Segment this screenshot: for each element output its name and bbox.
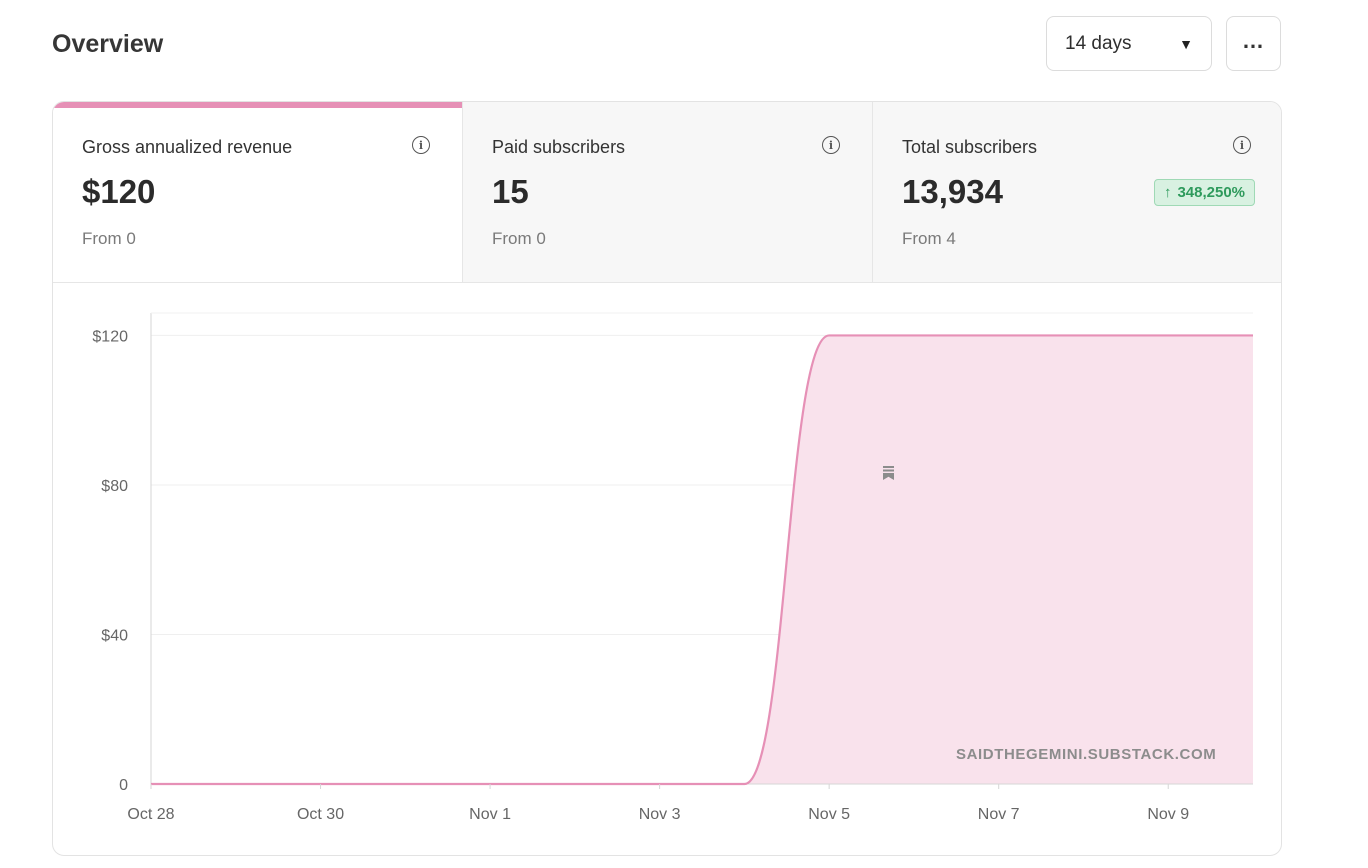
substack-logo-icon xyxy=(883,465,894,480)
metric-paid-subscribers[interactable]: Paid subscribers i 15 From 0 xyxy=(463,102,873,282)
y-tick-label: 0 xyxy=(119,777,128,794)
x-tick-label: Nov 3 xyxy=(639,806,681,823)
metric-label: Total subscribers xyxy=(902,137,1038,157)
revenue-area xyxy=(151,335,1253,784)
date-range-value: 14 days xyxy=(1065,32,1132,54)
overview-card: Gross annualized revenue i $120 From 0 P… xyxy=(52,101,1282,856)
metric-label: Paid subscribers xyxy=(492,137,626,157)
info-icon[interactable]: i xyxy=(412,136,430,154)
metric-value: 15 xyxy=(492,173,529,210)
metric-previous: From 0 xyxy=(82,229,136,248)
page-title: Overview xyxy=(52,30,164,58)
revenue-chart: 0 $40 $80 $120 Oct 28 Oct 30 Nov 1 Nov 3 Nov 5 No… xyxy=(92,312,1253,823)
y-tick-label: $120 xyxy=(92,328,128,345)
more-options-button[interactable]: … xyxy=(1226,16,1281,71)
x-tick-label: Nov 7 xyxy=(978,806,1020,823)
watermark-text: SAIDTHEGEMINI.SUBSTACK.COM xyxy=(956,746,1217,763)
date-range-select[interactable]: 14 days ▼ xyxy=(1046,16,1212,71)
info-icon[interactable]: i xyxy=(822,136,840,154)
x-tick-label: Oct 28 xyxy=(127,806,174,823)
x-tick-label: Nov 5 xyxy=(808,806,850,823)
metric-value: 13,934 xyxy=(902,173,1003,210)
y-tick-label: $80 xyxy=(101,478,128,495)
watermark: SAIDTHEGEMINI.SUBSTACK.COM xyxy=(883,465,1217,763)
metric-gross-revenue[interactable]: Gross annualized revenue i $120 From 0 xyxy=(53,102,463,282)
y-tick-label: $40 xyxy=(101,627,128,644)
metric-total-subscribers[interactable]: Total subscribers i 13,934 ↑ 348,250% Fr… xyxy=(873,102,1281,282)
growth-badge: ↑ 348,250% xyxy=(1153,179,1255,206)
info-icon[interactable]: i xyxy=(1233,136,1251,154)
growth-badge-value: 348,250% xyxy=(1177,184,1245,201)
more-options-icon: … xyxy=(1242,27,1265,53)
revenue-line xyxy=(151,334,1253,786)
x-tick-label: Nov 9 xyxy=(1147,806,1189,823)
chevron-down-icon: ▼ xyxy=(1179,35,1193,52)
revenue-chart-area: 0 $40 $80 $120 Oct 28 Oct 30 Nov 1 Nov 3 Nov 5 No… xyxy=(53,283,1281,855)
arrow-up-icon: ↑ xyxy=(1163,184,1172,201)
metric-previous: From 0 xyxy=(492,229,546,248)
metric-previous: From 4 xyxy=(902,229,956,248)
x-tick-label: Nov 1 xyxy=(469,806,511,823)
metric-label: Gross annualized revenue xyxy=(82,137,293,157)
metric-tabs: Gross annualized revenue i $120 From 0 P… xyxy=(53,102,1281,283)
x-tick-label: Oct 30 xyxy=(297,806,344,823)
metric-value: $120 xyxy=(82,173,156,210)
